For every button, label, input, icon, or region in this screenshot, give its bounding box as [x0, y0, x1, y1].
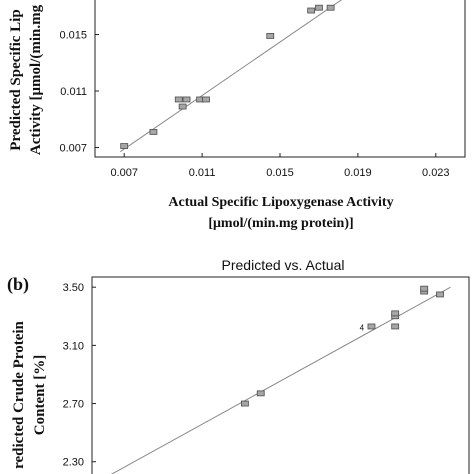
data-point	[178, 103, 187, 110]
y-tick-label: 2.30	[63, 457, 84, 469]
panel-a-ylabel-line2: Activity [μmol/(min.mg	[28, 4, 44, 155]
panel-b: (b) Predicted vs. Actual 3.50 3.10 2.70 2.3…	[7, 257, 470, 474]
point-annotation: 4	[360, 324, 365, 333]
panel-a: 0.007 0.011 0.015 0.007 0.011 0.015 0.019 0.023…	[8, 0, 466, 231]
data-point	[315, 4, 323, 11]
panel-b-ylabel-line1: redicted Crude Protein	[11, 320, 27, 468]
data-point	[174, 96, 183, 103]
y-tick-label: 2.70	[63, 399, 84, 411]
panel-a-plot-area: 0.007 0.011 0.015 0.007 0.011 0.015 0.019 0.023	[59, 0, 450, 179]
panel-a-xlabel-line1: Actual Specific Lipoxygenase Activity	[168, 195, 393, 210]
panel-b-title: Predicted vs. Actual	[222, 257, 345, 273]
x-tick-label: 0.015	[266, 167, 294, 179]
x-tick-label: 0.019	[344, 167, 372, 179]
data-point	[326, 4, 335, 11]
data-point	[120, 143, 129, 149]
data-point	[391, 310, 400, 317]
panel-b-label: (b)	[7, 274, 29, 295]
data-point	[266, 33, 275, 39]
data-point	[241, 400, 249, 407]
data-point	[367, 323, 376, 330]
x-tick-label: 0.011	[189, 167, 216, 179]
data-point	[391, 323, 400, 330]
panel-b-plot-frame	[91, 276, 470, 474]
data-point	[256, 390, 265, 397]
y-tick-label: 3.50	[63, 282, 84, 294]
fit-line	[110, 286, 451, 474]
y-tick-label: 0.007	[59, 142, 87, 154]
data-point	[307, 7, 316, 14]
y-tick-label: 0.015	[59, 30, 87, 42]
y-tick-label: 0.011	[60, 86, 87, 98]
y-tick-label: 3.10	[63, 340, 84, 352]
panel-b-plot-area: 3.50 3.10 2.70 2.30 4	[63, 282, 451, 474]
data-point	[436, 291, 444, 298]
x-tick-label: 0.023	[422, 167, 450, 179]
data-point	[420, 285, 429, 292]
data-point	[182, 96, 191, 103]
data-point	[202, 96, 210, 103]
panel-a-xlabel-line2: [μmol/(min.mg protein)]	[208, 216, 353, 231]
panel-b-ylabel-line2: Content [%]	[32, 355, 48, 435]
x-tick-label: 0.007	[110, 167, 138, 179]
panel-a-ylabel-line1: Predicted Specific Lip	[8, 9, 24, 150]
fit-line	[120, 0, 343, 153]
data-point	[149, 129, 158, 135]
